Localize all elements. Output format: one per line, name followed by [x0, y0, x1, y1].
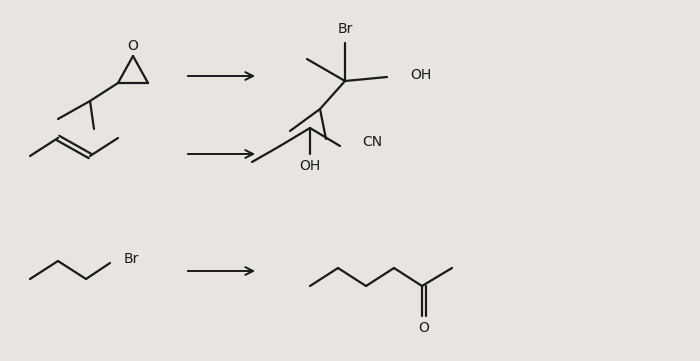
Text: Br: Br: [337, 22, 353, 36]
Text: O: O: [419, 321, 429, 335]
Text: Br: Br: [124, 252, 139, 266]
Text: CN: CN: [362, 135, 382, 149]
Text: OH: OH: [300, 159, 321, 173]
Text: O: O: [127, 39, 139, 53]
Text: OH: OH: [410, 68, 431, 82]
